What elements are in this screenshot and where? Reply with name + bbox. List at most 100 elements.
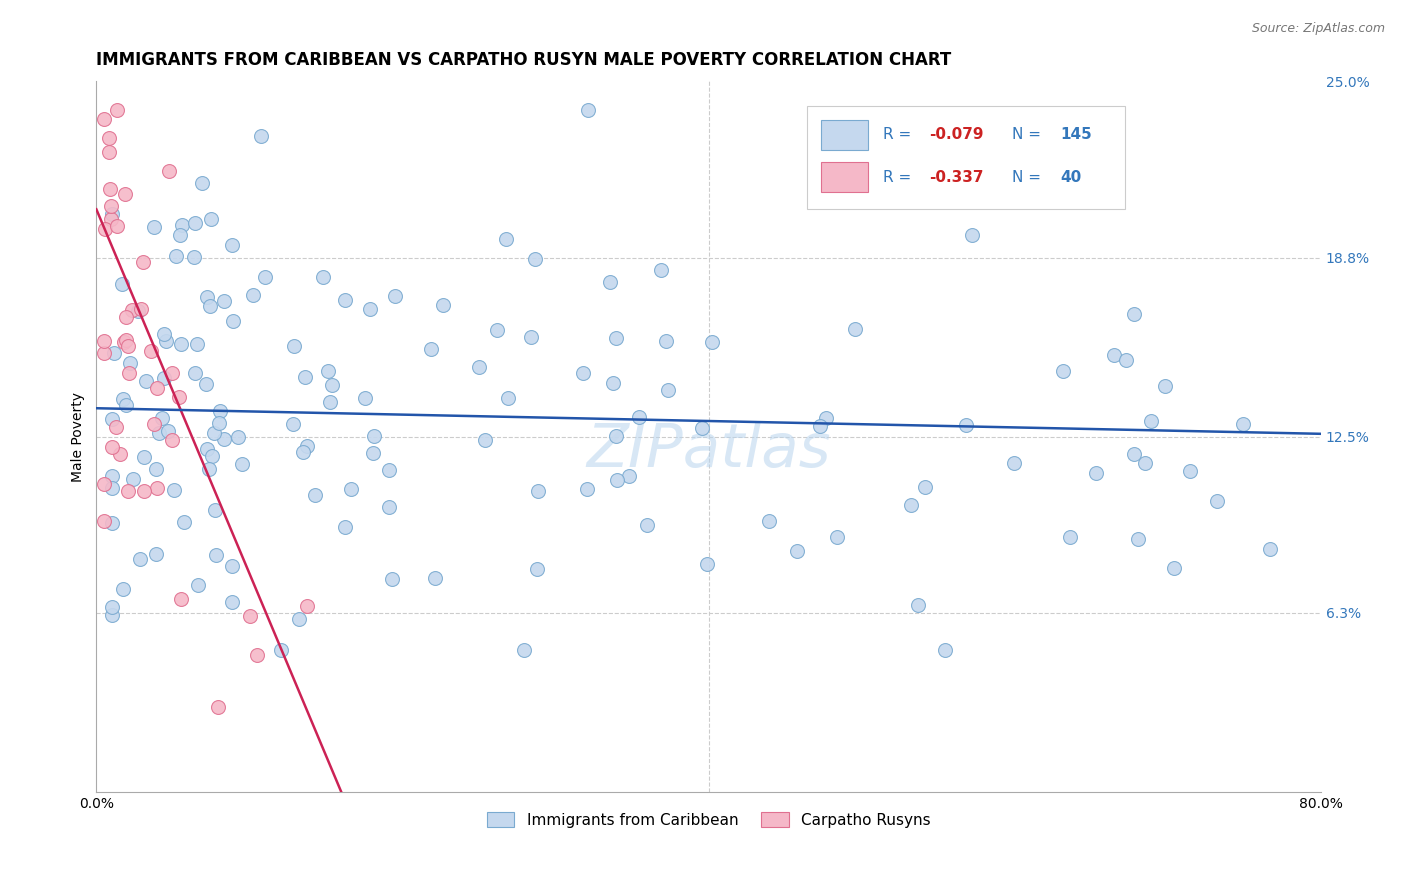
Point — [495, 232, 517, 246]
Point — [142, 417, 165, 431]
Point — [132, 484, 155, 499]
Point — [129, 552, 152, 566]
Point — [93, 334, 115, 349]
Point — [572, 366, 595, 380]
Point — [1128, 532, 1150, 546]
Point — [377, 500, 399, 514]
FancyBboxPatch shape — [821, 162, 868, 192]
Point — [333, 520, 356, 534]
Point — [94, 221, 117, 235]
Point — [112, 392, 135, 406]
Point — [354, 391, 377, 405]
Point — [228, 430, 250, 444]
Point — [100, 516, 122, 530]
Point — [118, 366, 141, 380]
Point — [222, 313, 245, 327]
Point — [599, 275, 621, 289]
Point — [155, 334, 177, 348]
Point — [105, 103, 128, 117]
Point — [628, 409, 651, 424]
Point — [333, 293, 356, 307]
Point — [526, 562, 548, 576]
Point — [157, 424, 180, 438]
Point — [696, 558, 718, 572]
Point — [474, 433, 496, 447]
Point — [1258, 541, 1281, 556]
Point — [200, 212, 222, 227]
Point — [127, 304, 149, 318]
Point — [520, 330, 543, 344]
Point — [148, 426, 170, 441]
Point — [808, 418, 831, 433]
Point — [117, 339, 139, 353]
Point — [297, 439, 319, 453]
Point — [312, 270, 335, 285]
Point — [114, 333, 136, 347]
Point — [527, 484, 550, 499]
Point — [191, 176, 214, 190]
Y-axis label: Male Poverty: Male Poverty — [72, 392, 86, 482]
Point — [198, 462, 221, 476]
Point — [135, 374, 157, 388]
Point — [657, 383, 679, 397]
Point — [700, 334, 723, 349]
Point — [100, 607, 122, 622]
Point — [187, 578, 209, 592]
Point — [163, 483, 186, 497]
Text: N =: N = — [1012, 128, 1046, 142]
Point — [118, 356, 141, 370]
Point — [221, 238, 243, 252]
Point — [1115, 353, 1137, 368]
Point — [114, 397, 136, 411]
Point — [907, 598, 929, 612]
Point — [111, 277, 134, 291]
Point — [132, 255, 155, 269]
Point — [169, 227, 191, 242]
Point — [319, 394, 342, 409]
FancyBboxPatch shape — [807, 106, 1125, 210]
FancyBboxPatch shape — [821, 120, 868, 150]
Text: IMMIGRANTS FROM CARIBBEAN VS CARPATHO RUSYN MALE POVERTY CORRELATION CHART: IMMIGRANTS FROM CARIBBEAN VS CARPATHO RU… — [97, 51, 952, 69]
Point — [204, 549, 226, 563]
Point — [281, 417, 304, 431]
Point — [165, 249, 187, 263]
Point — [111, 582, 134, 597]
Point — [246, 648, 269, 663]
Point — [486, 322, 509, 336]
Point — [153, 370, 176, 384]
Point — [173, 515, 195, 529]
Point — [183, 250, 205, 264]
Point — [363, 429, 385, 443]
Text: ZIPatlas: ZIPatlas — [586, 421, 831, 481]
Text: R =: R = — [883, 169, 915, 185]
Point — [221, 558, 243, 573]
Point — [100, 198, 122, 212]
Point — [361, 446, 384, 460]
Point — [1085, 466, 1108, 480]
Point — [195, 290, 218, 304]
Point — [914, 480, 936, 494]
Point — [432, 298, 454, 312]
Point — [606, 473, 628, 487]
Point — [112, 335, 135, 350]
Text: 40: 40 — [1060, 169, 1081, 185]
Point — [201, 449, 224, 463]
Point — [270, 643, 292, 657]
Point — [145, 547, 167, 561]
Point — [157, 164, 180, 178]
Point — [184, 216, 207, 230]
Point — [359, 301, 381, 316]
Point — [93, 112, 115, 126]
Point — [605, 331, 627, 345]
Text: N =: N = — [1012, 169, 1046, 185]
Point — [153, 326, 176, 341]
Point — [104, 420, 127, 434]
Point — [384, 289, 406, 303]
Point — [1163, 561, 1185, 575]
Point — [934, 643, 956, 657]
Point — [1123, 447, 1146, 461]
Point — [146, 481, 169, 495]
Point — [231, 457, 253, 471]
Point — [1180, 464, 1202, 478]
Point — [844, 322, 866, 336]
